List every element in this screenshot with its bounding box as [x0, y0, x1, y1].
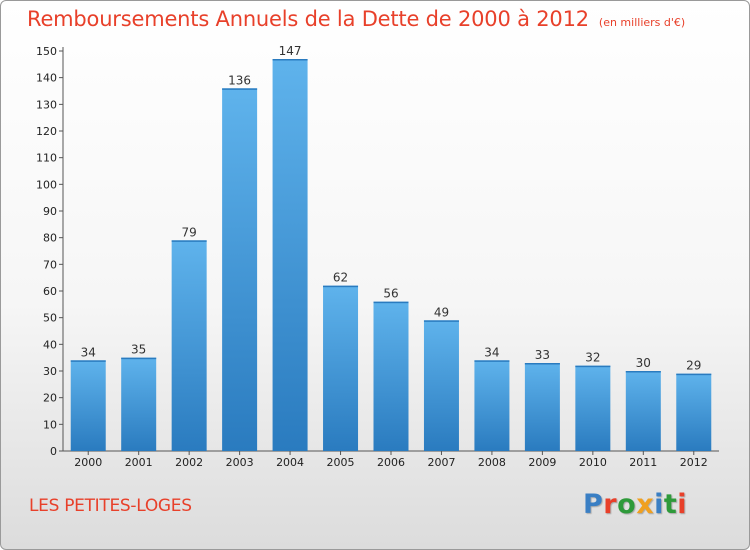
commune-name: LES PETITES-LOGES	[29, 496, 192, 516]
bar-top-edge	[373, 301, 409, 304]
bar-2004	[272, 59, 308, 451]
y-tick-label: 120	[36, 125, 57, 138]
y-tick-label: 10	[43, 418, 57, 431]
bar-top-edge	[121, 357, 157, 360]
bar-2011	[625, 371, 661, 451]
y-tick-label: 140	[36, 72, 57, 85]
bar-2001	[121, 357, 157, 451]
y-tick-label: 110	[36, 152, 57, 165]
logo-letter: x	[636, 489, 655, 520]
bar-top-edge	[524, 363, 560, 365]
proxiti-logo: Proxiti	[583, 489, 687, 520]
logo-letter: o	[617, 489, 637, 520]
bar-top-edge	[323, 285, 359, 288]
value-label-2002: 79	[182, 225, 197, 239]
x-tick-label-2010: 2010	[579, 456, 607, 469]
bar-2009	[524, 363, 560, 451]
logo-letter: t	[663, 489, 678, 520]
bar-2008	[474, 360, 510, 451]
bar-2000	[70, 360, 106, 451]
y-tick-label: 90	[43, 205, 57, 218]
value-label-2009: 33	[535, 348, 550, 362]
y-tick-label: 50	[43, 312, 57, 325]
value-label-2007: 49	[434, 305, 449, 319]
y-tick-label: 80	[43, 232, 57, 245]
x-tick-label-2009: 2009	[528, 456, 556, 469]
bar-2012	[676, 373, 712, 451]
y-tick-label: 100	[36, 178, 57, 191]
value-label-2000: 34	[81, 345, 96, 359]
x-tick-label-2006: 2006	[377, 456, 405, 469]
logo-letter: r	[603, 489, 618, 520]
value-label-2011: 30	[636, 356, 651, 370]
bar-2006	[373, 301, 409, 451]
x-tick-label-2002: 2002	[175, 456, 203, 469]
y-tick-label: 20	[43, 392, 57, 405]
logo-letter: i	[654, 489, 664, 520]
value-label-2003: 136	[228, 73, 251, 87]
x-tick-label-2007: 2007	[427, 456, 455, 469]
x-tick-label-2012: 2012	[680, 456, 708, 469]
value-label-2008: 34	[484, 345, 499, 359]
x-tick-label-2003: 2003	[226, 456, 254, 469]
chart-unit: (en milliers d'€)	[598, 16, 686, 29]
value-label-2010: 32	[585, 351, 600, 365]
y-tick-label: 40	[43, 338, 57, 351]
bar-top-edge	[171, 240, 207, 242]
chart-title: Remboursements Annuels de la Dette de 20…	[27, 7, 685, 31]
x-tick-label-2005: 2005	[327, 456, 355, 469]
value-label-2004: 147	[279, 44, 302, 58]
x-tick-label-2004: 2004	[276, 456, 304, 469]
y-tick-label: 30	[43, 365, 57, 378]
bar-top-edge	[474, 360, 510, 362]
y-tick-label: 60	[43, 285, 57, 298]
bar-top-edge	[272, 59, 308, 61]
bar-2003	[222, 88, 258, 451]
x-tick-label-2011: 2011	[629, 456, 657, 469]
y-tick-label: 0	[50, 445, 57, 458]
chart-title-text: Remboursements Annuels de la Dette de 20…	[27, 7, 589, 31]
bar-2010	[575, 365, 611, 451]
bar-top-edge	[625, 371, 661, 373]
bar-top-edge	[423, 320, 459, 322]
value-label-2012: 29	[686, 359, 701, 373]
logo-letter: P	[583, 489, 604, 520]
bar-2005	[323, 285, 359, 451]
value-label-2006: 56	[383, 287, 398, 301]
y-tick-label: 70	[43, 258, 57, 271]
bar-top-edge	[676, 373, 712, 376]
bar-top-edge	[222, 88, 258, 90]
bar-2007	[423, 320, 459, 451]
logo-letter: i	[677, 489, 688, 520]
x-tick-label-2000: 2000	[74, 456, 102, 469]
x-tick-label-2001: 2001	[125, 456, 153, 469]
y-tick-label: 130	[36, 98, 57, 111]
y-tick-label: 150	[36, 45, 57, 58]
x-tick-label-2008: 2008	[478, 456, 506, 469]
value-label-2005: 62	[333, 271, 348, 285]
bar-top-edge	[575, 365, 611, 368]
bar-top-edge	[70, 360, 106, 362]
value-label-2001: 35	[131, 343, 146, 357]
bar-2002	[171, 240, 207, 451]
